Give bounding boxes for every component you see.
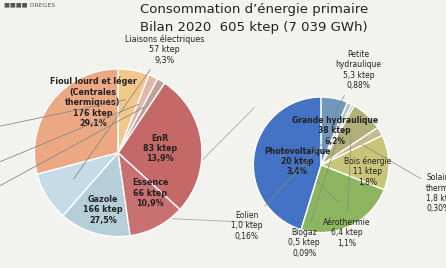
Text: Petite
hydraulique
5,3 ktep
0,88%: Petite hydraulique 5,3 ktep 0,88% (331, 50, 381, 119)
Wedge shape (37, 153, 118, 216)
Text: ■■■■ OREGES: ■■■■ OREGES (4, 3, 56, 8)
Wedge shape (321, 106, 378, 165)
Wedge shape (118, 79, 165, 153)
Text: Gazole
166 ktep
27,5%: Gazole 166 ktep 27,5% (83, 195, 123, 225)
Wedge shape (321, 135, 389, 189)
Wedge shape (301, 165, 384, 233)
Wedge shape (118, 83, 202, 209)
Text: EnR
83 ktep
13,9%: EnR 83 ktep 13,9% (143, 134, 177, 163)
Text: Essence
66 ktep
10,9%: Essence 66 ktep 10,9% (132, 178, 168, 208)
Text: Eolien
1,0 ktep
0,16%: Eolien 1,0 ktep 0,16% (231, 127, 338, 241)
Text: Biogaz
0,5 ktep
0,09%: Biogaz 0,5 ktep 0,09% (289, 129, 341, 258)
Wedge shape (321, 97, 347, 165)
Wedge shape (321, 128, 382, 165)
Text: Aérothermie
6,4 ktep
1,1%: Aérothermie 6,4 ktep 1,1% (323, 135, 371, 248)
Text: Bois énergie
11 ktep
1,8%: Bois énergie 11 ktep 1,8% (343, 157, 391, 187)
Wedge shape (63, 153, 130, 237)
Text: Fioul
11 ktep
1,8%: Fioul 11 ktep 1,8% (0, 104, 138, 186)
Text: Liaisons électriques
57 ktep
9,3%: Liaisons électriques 57 ktep 9,3% (74, 34, 204, 179)
Text: Fioul lourd et léger
(Centrales
thermiques)
176 ktep
29,1%: Fioul lourd et léger (Centrales thermiqu… (50, 77, 136, 128)
Wedge shape (321, 105, 354, 165)
Wedge shape (34, 69, 118, 174)
Wedge shape (118, 153, 180, 236)
Text: GPL
36 ktep
5,9%: GPL 36 ktep 5,9% (0, 100, 126, 146)
Wedge shape (253, 97, 321, 230)
Wedge shape (321, 102, 352, 165)
Wedge shape (118, 75, 157, 153)
Text: Grande hydraulique
38 ktep
6,2%: Grande hydraulique 38 ktep 6,2% (280, 116, 378, 157)
Text: Photovoltaïque
20 ktep
3,4%: Photovoltaïque 20 ktep 3,4% (264, 147, 338, 203)
Text: Solaire
thermique
1,8 ktep
0,30%: Solaire thermique 1,8 ktep 0,30% (362, 144, 446, 213)
Wedge shape (118, 69, 149, 153)
Text: JET
9,5 ktep
1,6%: JET 9,5 ktep 1,6% (0, 107, 144, 214)
Text: Consommation d’énergie primaire
Bilan 2020  605 ktep (7 039 GWh): Consommation d’énergie primaire Bilan 20… (140, 3, 368, 34)
